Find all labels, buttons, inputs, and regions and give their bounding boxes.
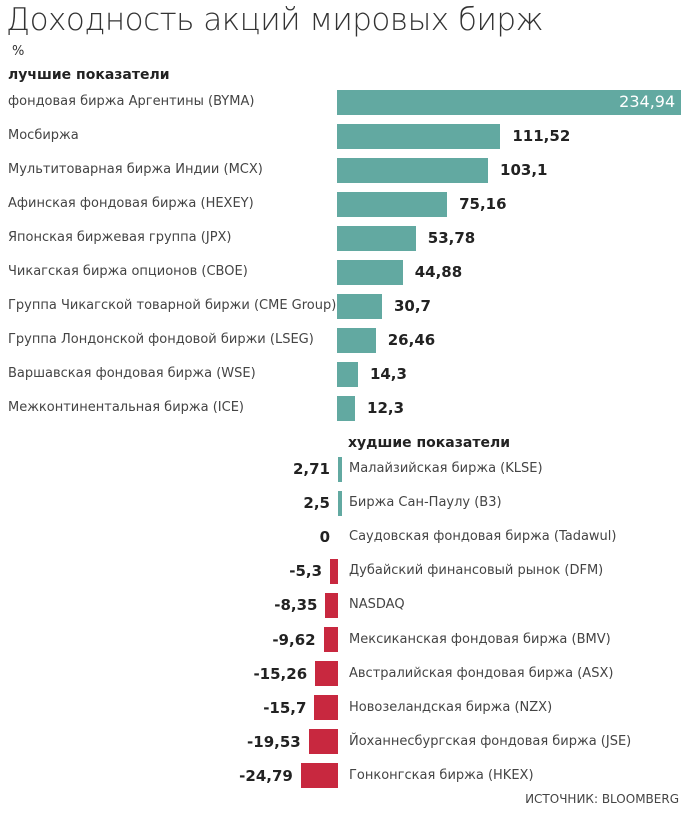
category-label: Новозеландская биржа (NZX) [349,699,553,715]
value-label: 103,1 [500,161,548,179]
bar [337,123,501,149]
value-label: 0 [319,528,330,547]
category-label: Дубайский финансовый рынок (DFM) [349,563,604,579]
best-group-heading: лучшие показатели [8,67,170,83]
value-label: 53,78 [427,229,476,247]
category-label: Группа Лондонской фондовой биржи (LSEG) [8,332,314,347]
value-label: 111,52 [512,127,571,145]
bar [337,191,448,217]
bar [337,259,403,285]
value-label: -15,7 [263,698,307,717]
category-label: Варшавская фондовая биржа (WSE) [8,366,256,381]
category-label: Гонконгская биржа (HKEX) [349,767,534,783]
worst-group-heading: худшие показатели [348,435,511,451]
bar [337,327,376,353]
value-label: -19,53 [247,732,301,751]
category-label: Биржа Сан-Паулу (B3) [349,495,502,511]
category-label: Мосбиржа [8,128,79,143]
category-label: фондовая биржа Аргентины (BYMA) [8,94,255,109]
category-label: Австралийская фондовая биржа (ASX) [349,665,614,681]
bar [337,395,356,421]
bar [337,157,489,183]
bar [325,592,338,618]
category-label: Йоханнесбургская фондовая биржа (JSE) [349,733,632,749]
bar [337,89,682,115]
bar [337,225,416,251]
bar [323,627,338,652]
bar [337,293,382,319]
value-label: 234,94 [619,92,676,111]
unit-label: % [12,44,25,59]
category-label: Мексиканская фондовая биржа (BMV) [349,631,611,647]
value-label: 12,3 [367,399,405,417]
value-label: -5,3 [289,562,323,581]
category-label: Чикагская биржа опционов (CBOE) [8,264,248,279]
value-label: 14,3 [369,365,407,383]
value-label: 44,88 [414,263,463,281]
category-label: NASDAQ [349,597,405,613]
bar [338,490,342,516]
bar [315,661,338,687]
bar [308,729,338,755]
category-label: Саудовская фондовая биржа (Tadawul) [349,529,617,545]
category-label: Межконтинентальная биржа (ICE) [8,400,244,415]
category-label: Группа Чикагской товарной биржи (CME Gro… [8,298,337,313]
value-label: 2,71 [292,460,330,478]
category-label: Малайзийская биржа (KLSE) [349,461,543,476]
bar [314,695,338,721]
value-label: 30,7 [393,297,431,315]
category-label: Мультитоварная биржа Индии (MCX) [8,162,263,177]
chart-title: Доходность акций мировых бирж [6,2,544,38]
bar [337,361,358,387]
value-label: 2,5 [303,494,330,513]
value-label: 26,46 [387,331,436,349]
category-label: Афинская фондовая биржа (HEXEY) [8,196,254,211]
bar [300,763,338,789]
source-note: ИСТОЧНИК: BLOOMBERG [525,792,679,806]
category-label: Японская биржевая группа (JPX) [8,230,232,245]
value-label: -9,62 [272,630,316,649]
value-label: -15,26 [253,664,308,683]
bar [330,558,338,584]
value-label: -8,35 [274,596,318,615]
value-label: 75,16 [459,195,507,213]
value-label: -24,79 [239,766,293,785]
bar [338,456,343,482]
